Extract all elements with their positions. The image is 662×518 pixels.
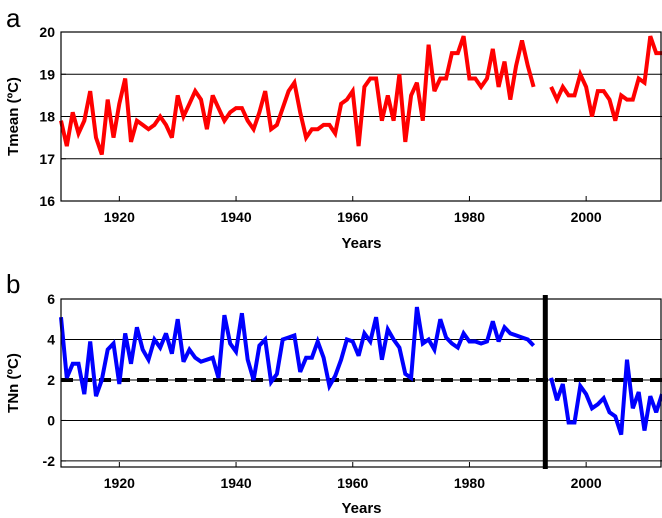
series-line xyxy=(549,35,662,122)
x-tick-label: 2000 xyxy=(571,475,602,491)
panel-b-tnn-chart: b 1920 1940 1960 1980 2000 -2 0 2 4 6 Years TNn … xyxy=(5,269,662,517)
panel-a-x-tick-labels: 1920 1940 1960 1980 2000 xyxy=(104,209,602,225)
x-tick-label: 1960 xyxy=(337,209,368,225)
panel-a-plot-frame xyxy=(60,31,662,202)
series-line xyxy=(59,306,536,397)
y-tick-label: 20 xyxy=(39,24,55,40)
y-tick-label: 16 xyxy=(39,193,55,209)
panel-a-y-tick-labels: 16 17 18 19 20 xyxy=(39,24,55,209)
panel-a-x-axis-label: Years xyxy=(341,235,381,252)
panel-b-gridlines xyxy=(61,298,662,467)
x-tick-label: 1920 xyxy=(104,209,135,225)
x-tick-label: 2000 xyxy=(571,209,602,225)
panel-b-y-axis-label: TNn (ºC) xyxy=(5,353,22,413)
panel-a-letter: a xyxy=(6,3,21,33)
x-tick-label: 1920 xyxy=(104,475,135,491)
y-tick-label: 17 xyxy=(39,151,55,167)
panel-b-letter: b xyxy=(6,269,20,299)
panel-a-series xyxy=(59,35,662,156)
series-line xyxy=(549,359,662,436)
panel-b-plot-frame xyxy=(60,298,662,468)
x-tick-label: 1980 xyxy=(454,209,485,225)
panel-a-y-axis-label: Tmean (ºC) xyxy=(5,77,22,156)
y-tick-label: 0 xyxy=(47,412,55,428)
panel-b-y-tick-labels: -2 0 2 4 6 xyxy=(43,291,56,469)
series-line xyxy=(59,35,536,156)
y-tick-label: 18 xyxy=(39,109,55,125)
panel-b-x-axis-label: Years xyxy=(341,500,381,517)
y-tick-label: 6 xyxy=(47,291,55,307)
x-tick-label: 1960 xyxy=(337,475,368,491)
panel-b-x-tick-labels: 1920 1940 1960 1980 2000 xyxy=(104,475,602,491)
x-tick-label: 1940 xyxy=(220,209,251,225)
y-tick-label: 19 xyxy=(39,66,55,82)
y-tick-label: -2 xyxy=(43,453,56,469)
y-tick-label: 2 xyxy=(47,372,55,388)
y-tick-label: 4 xyxy=(47,331,55,347)
x-tick-label: 1980 xyxy=(454,475,485,491)
x-tick-label: 1940 xyxy=(220,475,251,491)
panel-b-series xyxy=(59,295,662,469)
